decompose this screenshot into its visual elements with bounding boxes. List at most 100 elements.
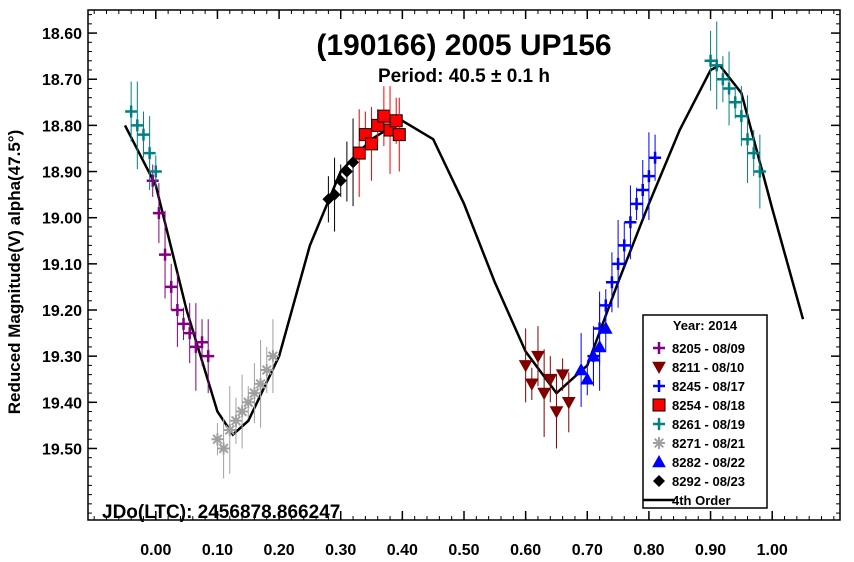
data-point: [716, 73, 729, 86]
y-tick-label: 18.70: [42, 72, 82, 89]
data-point: [143, 147, 156, 160]
data-point: [171, 304, 184, 316]
data-point: [248, 387, 261, 400]
x-tick-label: 0.40: [387, 542, 418, 559]
data-point: [202, 350, 215, 363]
points-layer: [125, 21, 766, 479]
y-tick-label: 19.20: [42, 303, 82, 320]
chart-title: (190166) 2005 UP156: [316, 29, 611, 62]
data-point: [598, 321, 613, 334]
data-point: [365, 137, 379, 151]
y-tick-label: 18.90: [42, 165, 82, 182]
data-point: [580, 372, 595, 385]
data-point: [352, 146, 366, 160]
data-point: [612, 257, 625, 270]
data-point: [729, 96, 742, 109]
data-point: [125, 105, 138, 118]
data-point: [630, 197, 643, 210]
data-point: [741, 133, 754, 146]
data-point: [605, 276, 618, 289]
data-point: [537, 387, 551, 401]
data-point: [266, 350, 279, 363]
series-group: [146, 164, 215, 394]
data-point: [137, 128, 150, 141]
data-point: [574, 362, 588, 376]
legend: Year: 2014 8205 - 08/09 8211 - 08/10 8245 …: [642, 314, 768, 509]
data-point: [524, 378, 539, 391]
data-point: [131, 119, 144, 132]
data-point: [377, 109, 391, 123]
legend-entry-label: 8211 - 08/10: [672, 360, 744, 375]
x-tick-label: 0.00: [140, 542, 171, 559]
y-tick-label: 18.60: [42, 26, 82, 43]
series-group: [352, 86, 406, 197]
y-tick-label: 18.80: [42, 118, 82, 135]
data-point: [392, 128, 406, 142]
data-point: [236, 405, 249, 418]
data-point: [618, 239, 631, 252]
legend-marker: [653, 418, 665, 430]
axes-group: 0.00 0.10 0.20 0.30 0.40 0.50 0.60 0.70 0.80 0.90…: [42, 10, 840, 559]
data-point: [753, 165, 766, 178]
data-point: [586, 349, 601, 362]
y-tick-label: 19.30: [42, 349, 82, 366]
data-point: [592, 339, 607, 353]
data-point: [334, 174, 347, 187]
data-point: [211, 433, 224, 446]
data-point: [704, 54, 717, 67]
data-point: [561, 397, 576, 410]
data-point: [747, 147, 760, 160]
data-point: [196, 336, 209, 349]
y-tick-label: 19.40: [42, 395, 82, 412]
data-point: [152, 207, 165, 220]
chart-subtitle: Period: 40.5 ± 0.1 h: [378, 66, 550, 87]
legend-marker: [653, 475, 665, 487]
legend-marker: [652, 361, 666, 375]
data-point: [723, 82, 736, 95]
x-tick-label: 0.90: [695, 542, 726, 559]
data-point: [518, 360, 533, 373]
y-axis-title: Reduced Magnitude(V) alpha(47.5°): [5, 130, 24, 415]
data-point: [177, 317, 190, 330]
data-point: [549, 406, 564, 419]
data-point: [159, 248, 172, 261]
y-tick-label: 19.50: [42, 441, 82, 458]
x-tick-label: 1.00: [757, 542, 788, 559]
series-group: [125, 21, 766, 209]
data-point: [555, 369, 570, 382]
legend-entry-label: 8261 - 08/19: [672, 417, 745, 432]
x-tick-label: 0.20: [264, 542, 295, 559]
data-point: [389, 114, 403, 128]
legend-entry-label: 8254 - 08/18: [672, 398, 745, 413]
data-point: [636, 184, 649, 196]
series-group: [518, 326, 576, 449]
x-tick-label: 0.80: [633, 542, 664, 559]
data-point: [642, 170, 655, 183]
data-point: [189, 340, 202, 353]
x-tick-label: 0.10: [202, 542, 233, 559]
data-point: [242, 396, 255, 409]
x-tick-label: 0.30: [325, 542, 356, 559]
data-point: [183, 327, 196, 340]
data-point: [649, 151, 662, 164]
legend-entry-label: 8271 - 08/21: [672, 436, 745, 451]
data-point: [149, 165, 162, 178]
data-point: [624, 216, 637, 229]
data-point: [223, 424, 236, 436]
data-point: [146, 174, 159, 187]
legend-marker: [652, 454, 666, 468]
legend-marker: [653, 380, 665, 392]
data-point: [531, 350, 545, 364]
data-point: [229, 414, 242, 427]
series-group: [322, 118, 360, 232]
legend-marker: [653, 342, 665, 354]
data-point: [328, 188, 341, 201]
data-point: [340, 165, 353, 178]
y-tick-label: 19.10: [42, 257, 82, 274]
x-tick-label: 0.70: [572, 542, 603, 559]
data-point: [735, 110, 748, 123]
data-point: [165, 280, 178, 293]
x-tick-label: 0.50: [448, 542, 479, 559]
y-tick-label: 19.00: [42, 211, 82, 228]
